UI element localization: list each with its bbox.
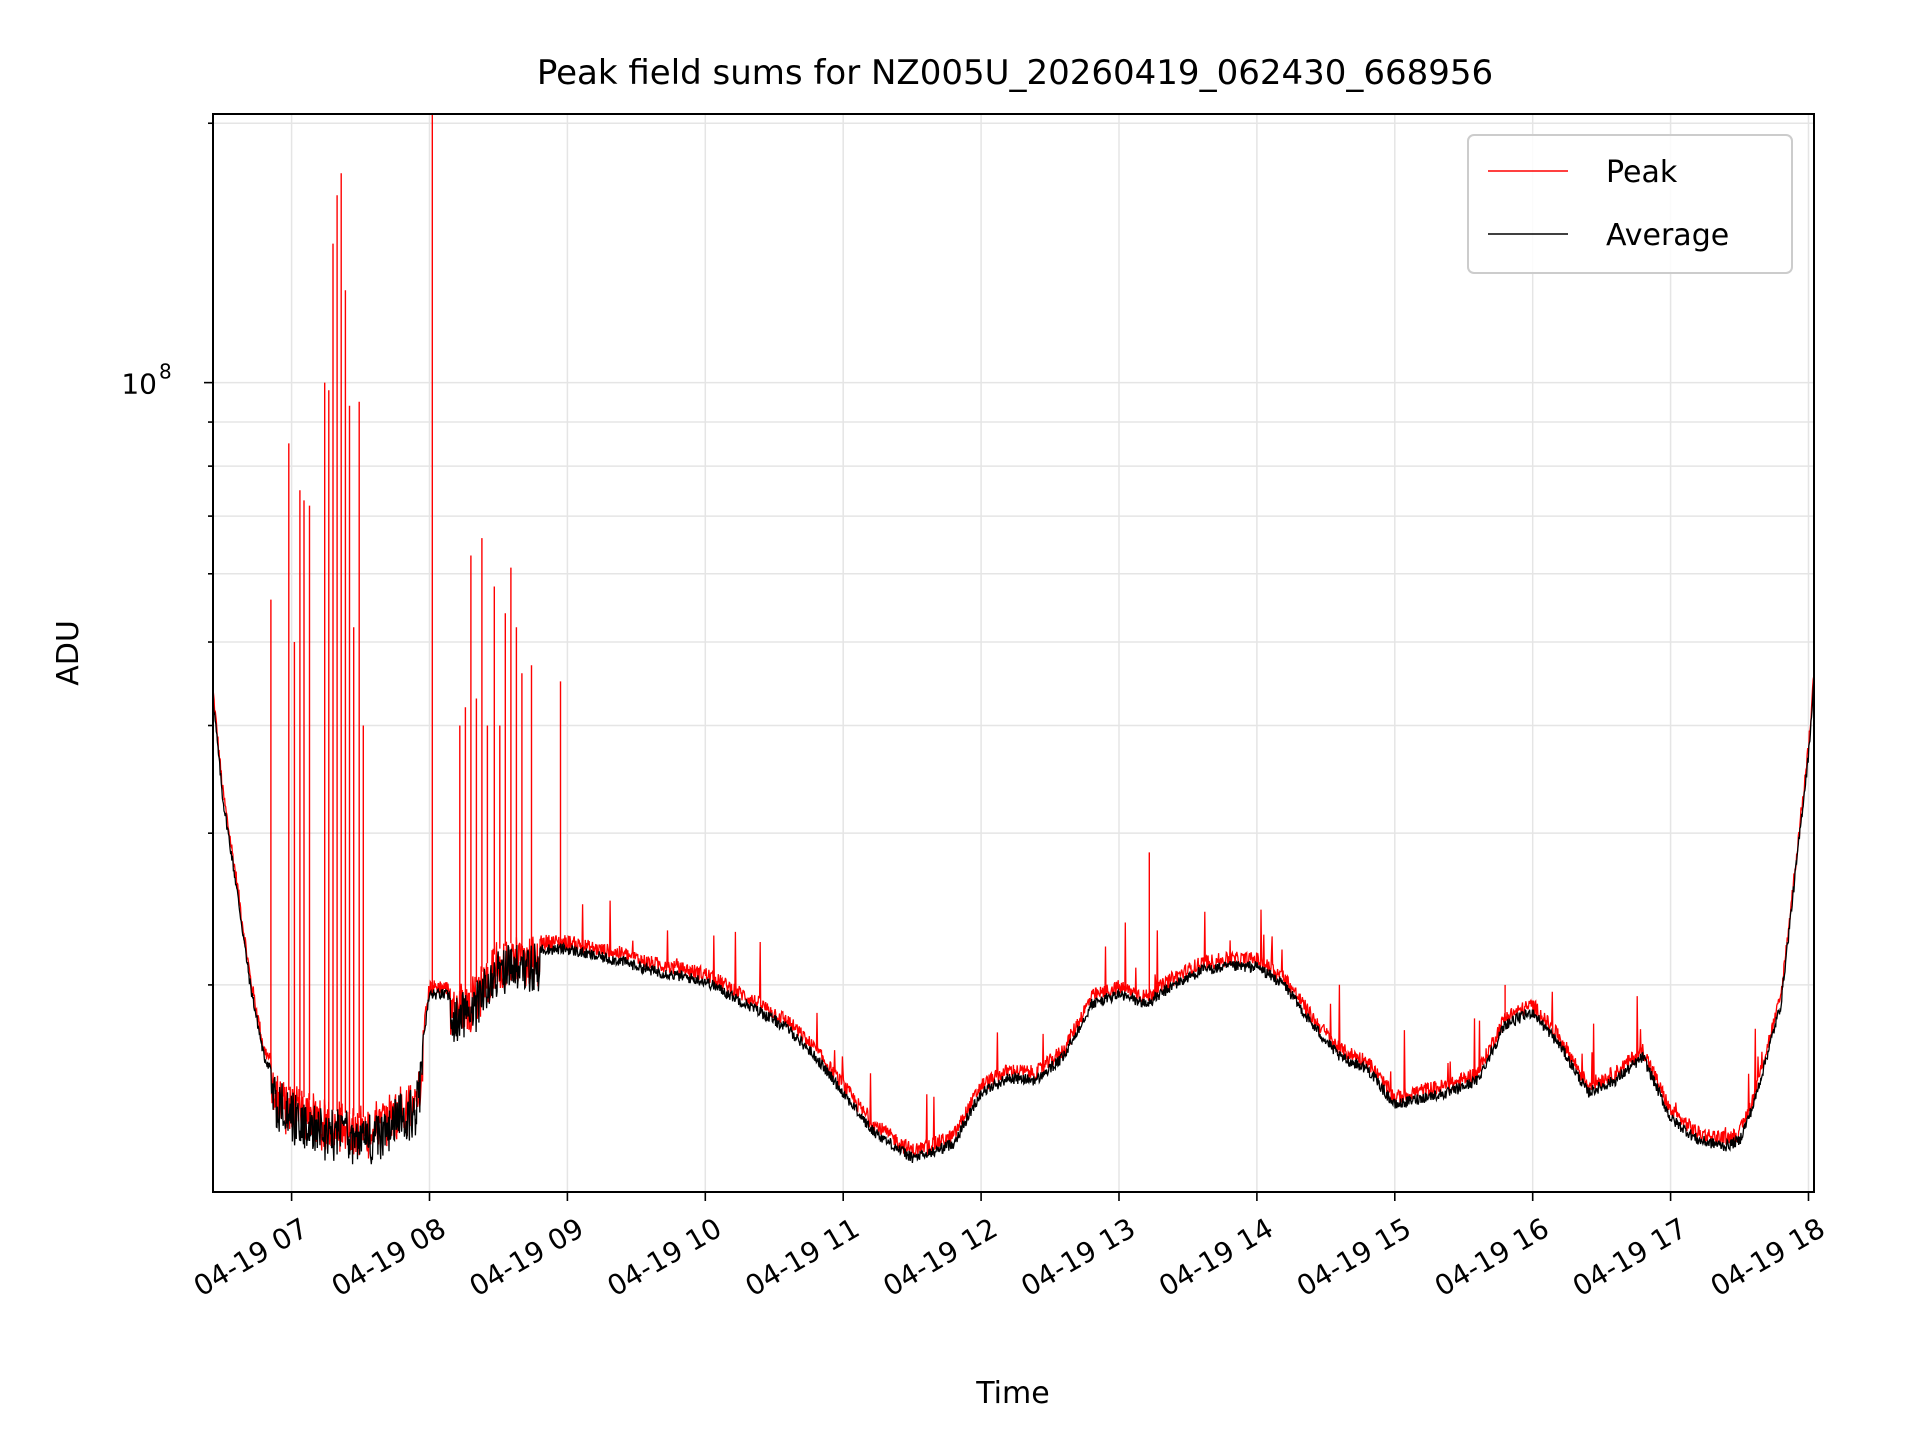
series-layer <box>213 114 1814 1165</box>
legend: Peak Average <box>1467 134 1793 274</box>
chart-title: Peak field sums for NZ005U_20260419_0624… <box>537 53 1493 93</box>
x-axis-label: Time <box>975 1376 1049 1411</box>
y-tick-label-exponent: 8 <box>159 360 172 384</box>
y-axis-label: ADU <box>51 620 86 686</box>
legend-average-label: Average <box>1606 218 1729 253</box>
grid-lines <box>213 114 1814 1192</box>
y-axis-ticks: 10 8 <box>121 122 213 986</box>
plot-frame <box>212 113 1815 1193</box>
average-series-line <box>213 681 1814 1165</box>
y-tick-label: 10 <box>121 368 157 401</box>
legend-peak-label: Peak <box>1606 155 1678 190</box>
legend-box <box>1467 134 1793 274</box>
